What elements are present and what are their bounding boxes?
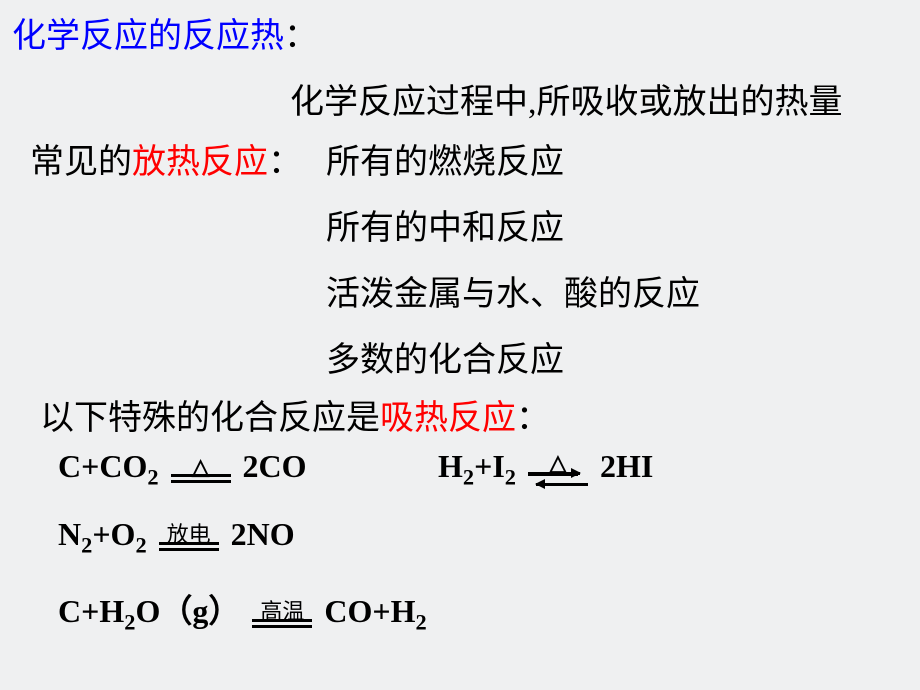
- endothermic-label: 以下特殊的化合反应是吸热反应：: [40, 390, 550, 439]
- eq4-l0: C+H: [58, 593, 124, 629]
- eq4-r0: CO+H: [324, 593, 415, 629]
- eq2-symbol: △: [528, 452, 588, 488]
- eq3-right: 2NO: [231, 516, 295, 552]
- exo-item-2: 活泼金属与水、酸的反应: [326, 266, 700, 315]
- eq1-left: C+CO: [58, 448, 147, 484]
- eq2-l2: +I: [474, 448, 505, 484]
- eq2-l1: 2: [463, 464, 474, 489]
- eq4-r1: 2: [415, 609, 426, 634]
- eq2-right: 2HI: [600, 448, 653, 484]
- double-line-icon: [171, 474, 231, 483]
- double-line-icon: [252, 619, 312, 628]
- eq2-l3: 2: [505, 464, 516, 489]
- exo-item-0: 所有的燃烧反应: [326, 134, 564, 183]
- eq3-l3: 2: [135, 532, 146, 557]
- exo-red: 放热反应: [132, 144, 268, 181]
- equation-1: C+CO2 △ 2CO: [58, 448, 307, 490]
- eq4-l2: O（g）: [135, 593, 240, 629]
- eq3-l2: +O: [92, 516, 135, 552]
- exo-item-3: 多数的化合反应: [326, 332, 564, 381]
- exo-suffix: ：: [268, 144, 302, 181]
- endo-prefix: 以下特殊的化合反应是: [40, 400, 380, 437]
- exo-item-1: 所有的中和反应: [326, 200, 564, 249]
- exo-prefix: 常见的: [30, 144, 132, 181]
- exothermic-label: 常见的放热反应：: [30, 134, 302, 183]
- title-text: 化学反应的反应热: [12, 18, 284, 55]
- eq1-left-sub: 2: [147, 464, 158, 489]
- eq3-l1: 2: [81, 532, 92, 557]
- eq1-right: 2CO: [243, 448, 307, 484]
- equation-3: N2+O2 放电 2NO: [58, 516, 295, 558]
- page-title: 化学反应的反应热：: [12, 8, 318, 57]
- endo-suffix: ：: [516, 400, 550, 437]
- eq1-symbol: △: [171, 456, 231, 483]
- double-line-icon: [159, 542, 219, 551]
- equation-2: H2+I2 △ 2HI: [438, 448, 653, 490]
- eq4-l1: 2: [124, 609, 135, 634]
- definition-text: 化学反应过程中,所吸收或放出的热量: [290, 74, 843, 123]
- eq3-l0: N: [58, 516, 81, 552]
- reversible-arrow-icon: [528, 470, 588, 488]
- eq2-l0: H: [438, 448, 463, 484]
- equation-4: C+H2O（g） 高温 CO+H2: [58, 586, 427, 635]
- title-colon: ：: [284, 18, 318, 55]
- endo-red: 吸热反应: [380, 400, 516, 437]
- eq3-symbol: 放电: [159, 524, 219, 551]
- eq4-symbol: 高温: [252, 601, 312, 628]
